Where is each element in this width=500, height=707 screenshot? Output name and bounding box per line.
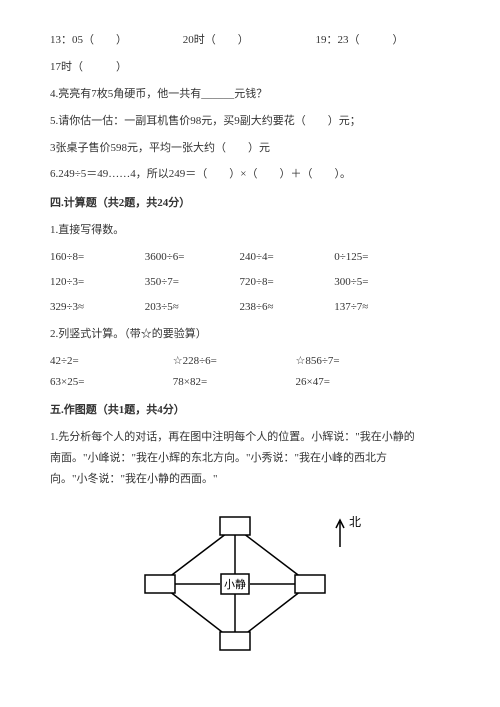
diagram: 小静 北 [50,502,450,675]
time-a: 13：05（ ） [50,30,180,51]
section-5-q1c: 向。"小冬说："我在小静的西面。" [50,469,450,490]
calc-cell: 720÷8= [240,272,332,293]
calc2-row-2: 63×25= 78×82= 26×47= [50,372,450,393]
calc-cell: 300÷5= [334,272,426,293]
calc-cell: 63×25= [50,372,170,393]
time-b: 20时（ ） [183,30,313,51]
calc-cell: 0÷125= [334,247,426,268]
position-diagram: 小静 北 [135,502,365,667]
time-c: 19：23（ ） [316,30,404,51]
calc2-row-1: 42÷2= ☆228÷6= ☆856÷7= [50,351,450,372]
calc-cell: 160÷8= [50,247,142,268]
calc-cell: ☆856÷7= [296,351,416,372]
calc-row-1: 160÷8= 3600÷6= 240÷4= 0÷125= [50,247,450,268]
question-5: 5.请你估一估：一副耳机售价98元，买9副大约要花（ ）元； [50,111,450,132]
calc-row-3: 329÷3≈ 203÷5≈ 238÷6≈ 137÷7≈ [50,297,450,318]
calc-cell: 26×47= [296,372,416,393]
section-5-title: 五.作图题（共1题，共4分） [50,400,450,421]
calc-cell: 238÷6≈ [240,297,332,318]
calc-cell: 42÷2= [50,351,170,372]
question-4: 4.亮亮有7枚5角硬币，他一共有______元钱？ [50,84,450,105]
calc-cell: 329÷3≈ [50,297,142,318]
calc-cell: 350÷7= [145,272,237,293]
section-4-title: 四.计算题（共2题，共24分） [50,193,450,214]
calc-cell: 137÷7≈ [334,297,426,318]
calc-cell: ☆228÷6= [173,351,293,372]
section-5-q1b: 南面。"小峰说："我在小辉的东北方向。"小秀说："我在小峰的西北方 [50,448,450,469]
calc-cell: 203÷5≈ [145,297,237,318]
calc-cell: 3600÷6= [145,247,237,268]
calc-cell: 240÷4= [240,247,332,268]
north-label: 北 [349,515,361,529]
time-row-2: 17时（ ） [50,57,450,78]
center-label: 小静 [224,577,246,591]
section-4-q2: 2.列竖式计算。（带☆的要验算） [50,324,450,345]
section-4-q1: 1.直接写得数。 [50,220,450,241]
time-d: 17时（ ） [50,61,127,73]
section-5-q1a: 1.先分析每个人的对话，再在图中注明每个人的位置。小辉说："我在小静的 [50,427,450,448]
question-6: 6.249÷5＝49……4，所以249＝（ ）×（ ）＋（ ）。 [50,164,450,185]
time-row-1: 13：05（ ） 20时（ ） 19：23（ ） [50,30,450,51]
calc-cell: 78×82= [173,372,293,393]
calc-row-2: 120÷3= 350÷7= 720÷8= 300÷5= [50,272,450,293]
calc-cell: 120÷3= [50,272,142,293]
question-5b: 3张桌子售价598元，平均一张大约（ ）元 [50,138,450,159]
